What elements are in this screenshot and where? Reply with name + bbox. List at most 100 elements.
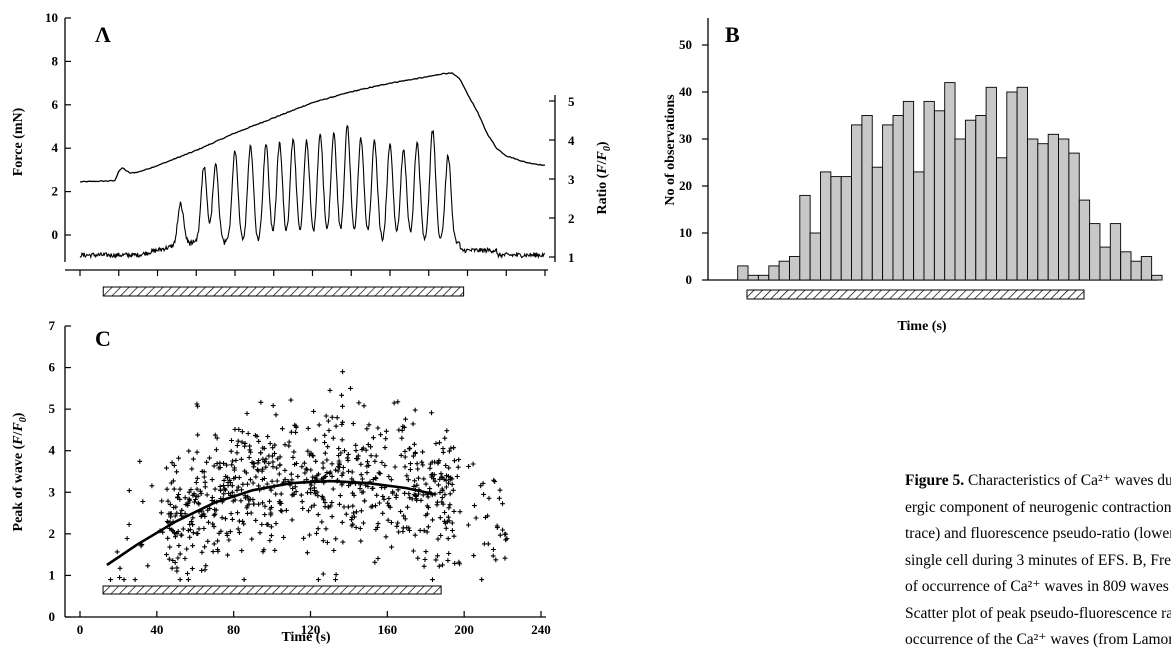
scatter-point (353, 448, 359, 453)
scatter-point (327, 471, 333, 476)
scatter-point (320, 460, 326, 466)
scatter-point (175, 529, 181, 534)
scatter-point (419, 459, 425, 465)
scatter-point (255, 460, 261, 466)
scatter-point (305, 426, 311, 431)
scatter-point (289, 517, 295, 523)
scatter-point (323, 413, 329, 419)
scatter-point (336, 458, 342, 464)
scatter-point (486, 495, 492, 501)
panel-c-xlabel: Time (s) (281, 630, 330, 644)
scatter-point (436, 458, 442, 463)
scatter-point (320, 465, 326, 471)
scatter-point (211, 463, 217, 469)
scatter-point (276, 499, 282, 505)
scatter-point (245, 481, 250, 487)
scatter-point (251, 501, 256, 507)
scatter-point (415, 466, 421, 472)
panel-c-ylabel: Peak of wave (F/F0) (11, 412, 29, 531)
scatter-point (349, 469, 355, 475)
scatter-point (310, 474, 316, 480)
scatter-point (446, 505, 452, 511)
scatter-point (335, 468, 341, 474)
scatter-point (228, 480, 233, 485)
count-tick-label: 30 (679, 131, 692, 146)
scatter-point (444, 473, 449, 479)
scatter-point (164, 519, 170, 524)
scatter-point (430, 577, 435, 582)
histogram-bars (737, 82, 1163, 281)
scatter-point (225, 552, 230, 558)
scatter-point (204, 492, 210, 498)
scatter-point (211, 524, 217, 529)
scatter-point (345, 458, 351, 463)
scatter-point (325, 540, 330, 545)
force-tick-label: 0 (52, 227, 59, 242)
scatter-point (442, 435, 448, 441)
scatter-point (346, 504, 351, 510)
scatter-point (340, 539, 346, 545)
scatter-point (280, 426, 285, 432)
scatter-point (432, 459, 437, 465)
peak-tick-label: 1 (49, 567, 56, 582)
scatter-point (228, 529, 233, 534)
scatter-point (264, 481, 270, 487)
scatter-point (368, 444, 373, 450)
panel-c-stimulus-bar (102, 585, 442, 595)
scatter-point (255, 467, 260, 472)
scatter-point (194, 475, 200, 481)
scatter-point (435, 499, 440, 505)
scatter-point (260, 477, 265, 482)
panel-a-letter: Λ (95, 22, 111, 47)
scatter-point (137, 459, 143, 464)
scatter-point (368, 504, 374, 510)
scatter-point (186, 496, 192, 502)
scatter-point (359, 508, 364, 514)
scatter-point (426, 505, 431, 510)
scatter-point (202, 484, 208, 490)
scatter-point (485, 513, 490, 519)
scatter-point (436, 563, 442, 569)
scatter-point (185, 503, 191, 508)
histogram-bar (1006, 91, 1018, 281)
scatter-point (421, 563, 427, 569)
peak-tick-label: 5 (49, 401, 56, 416)
scatter-point (242, 441, 248, 446)
scatter-point (240, 481, 246, 487)
scatter-point (310, 453, 316, 459)
scatter-point (270, 403, 276, 408)
scatter-point (305, 550, 310, 556)
scatter-point (339, 520, 345, 525)
scatter-point (159, 498, 165, 504)
caption-text: ergic component of neurogenic contractio… (905, 498, 1171, 516)
histogram-bar (809, 232, 821, 281)
scatter-point (299, 499, 305, 504)
scatter-point (289, 429, 294, 435)
scatter-point (277, 462, 283, 468)
scatter-point (225, 475, 230, 481)
scatter-point (228, 448, 234, 454)
scatter-point (240, 519, 245, 524)
scatter-point (191, 456, 196, 462)
scatter-point (321, 497, 326, 503)
scatter-point (263, 464, 269, 470)
scatter-point (457, 561, 462, 567)
scatter-point (363, 447, 369, 453)
scatter-point (269, 478, 275, 484)
scatter-point (282, 477, 288, 482)
scatter-point (281, 535, 286, 540)
scatter-point (305, 490, 310, 496)
scatter-point (256, 439, 262, 444)
scatter-point (471, 553, 477, 558)
scatter-point (352, 514, 357, 520)
panel-b-y-ticks: 0 10 20 30 40 50 (679, 37, 708, 287)
scatter-point (437, 515, 443, 521)
scatter-point (402, 516, 408, 522)
scatter-point (173, 534, 178, 540)
scatter-point (174, 568, 180, 574)
scatter-point (274, 465, 280, 471)
scatter-point (244, 411, 250, 416)
scatter-point (190, 566, 195, 571)
scatter-point (421, 476, 427, 482)
scatter-point (272, 442, 278, 448)
